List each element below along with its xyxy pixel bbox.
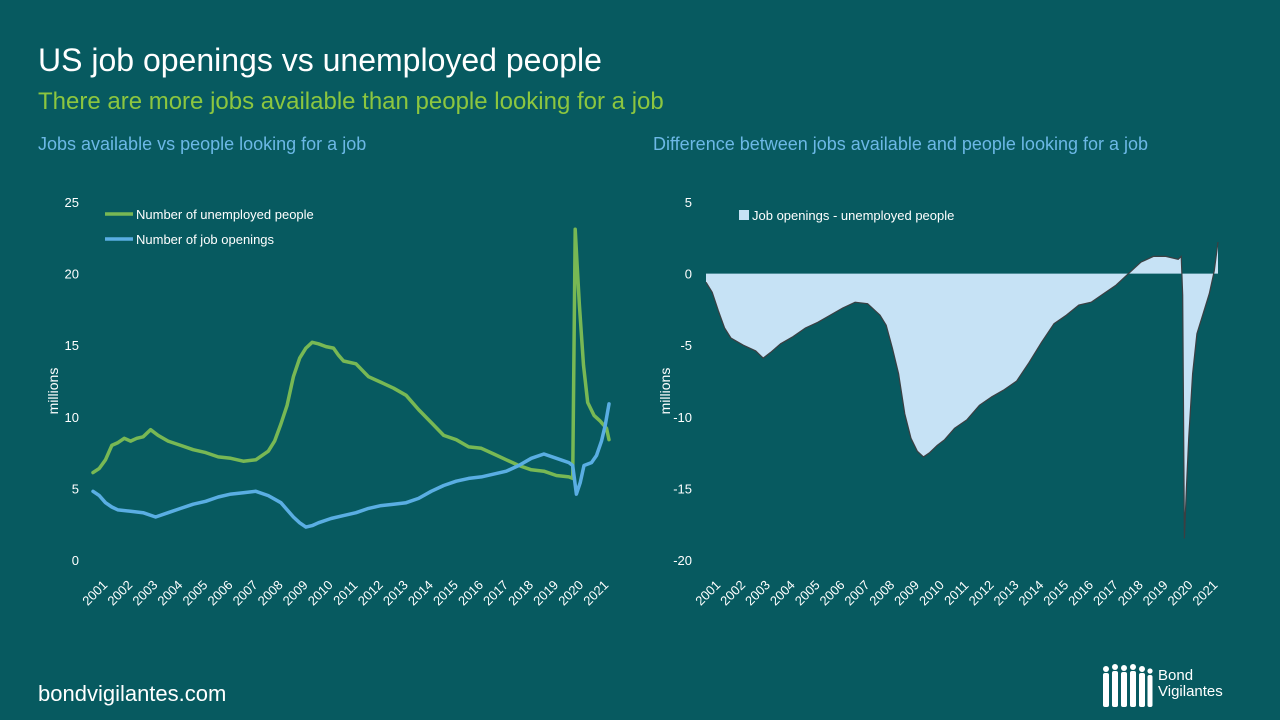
y-tick-label: 0 — [685, 267, 692, 282]
y-tick-label: 5 — [685, 195, 692, 210]
x-tick-label: 2007 — [841, 577, 872, 608]
y-tick-label: 20 — [65, 267, 79, 282]
y-tick-label: 0 — [72, 553, 79, 568]
x-tick-label: 2017 — [480, 577, 511, 608]
x-tick-label: 2005 — [792, 577, 823, 608]
series-line-unemployed — [91, 227, 611, 481]
y-tick-label: 10 — [65, 410, 79, 425]
x-tick-label: 2014 — [405, 577, 436, 608]
y-axis-label: millions — [657, 368, 673, 415]
legend-label: Number of job openings — [136, 232, 275, 247]
x-tick-label: 2004 — [767, 577, 798, 608]
x-tick-label: 2016 — [455, 577, 486, 608]
x-tick-label: 2017 — [1090, 577, 1121, 608]
left-chart-title: Jobs available vs people looking for a j… — [38, 134, 367, 154]
x-tick-label: 2010 — [305, 577, 336, 608]
x-tick-label: 2018 — [505, 577, 536, 608]
x-tick-label: 2014 — [1015, 577, 1046, 608]
x-tick-label: 2010 — [916, 577, 947, 608]
x-tick-label: 2019 — [1140, 577, 1171, 608]
page-title: US job openings vs unemployed people — [38, 42, 602, 78]
x-tick-label: 2013 — [991, 577, 1022, 608]
x-tick-label: 2007 — [230, 577, 261, 608]
x-tick-label: 2002 — [104, 577, 135, 608]
x-tick-label: 2005 — [179, 577, 210, 608]
y-tick-label: -10 — [673, 410, 692, 425]
x-tick-label: 2008 — [866, 577, 897, 608]
page-subtitle: There are more jobs available than peopl… — [38, 88, 664, 115]
x-tick-label: 2002 — [717, 577, 748, 608]
x-tick-label: 2003 — [742, 577, 773, 608]
y-tick-label: -20 — [673, 553, 692, 568]
x-tick-label: 2015 — [430, 577, 461, 608]
x-tick-label: 2019 — [530, 577, 561, 608]
x-tick-label: 2009 — [280, 577, 311, 608]
right-chart-title: Difference between jobs available and pe… — [653, 134, 1149, 154]
x-tick-label: 2001 — [79, 577, 110, 608]
x-tick-label: 2011 — [330, 578, 360, 608]
logo-line-2: Vigilantes — [1158, 683, 1223, 700]
y-tick-label: -5 — [680, 338, 692, 353]
y-axis-label: millions — [45, 368, 61, 415]
x-tick-label: 2021 — [580, 577, 611, 608]
x-tick-label: 2013 — [380, 577, 411, 608]
x-tick-label: 2021 — [1189, 577, 1220, 608]
area-chart: -20-15-10-505200120022003200420052006200… — [657, 195, 1220, 608]
x-tick-label: 2012 — [355, 577, 386, 608]
x-tick-label: 2006 — [205, 577, 236, 608]
x-tick-label: 2006 — [817, 577, 848, 608]
legend-label: Number of unemployed people — [136, 207, 314, 222]
x-tick-label: 2018 — [1115, 577, 1146, 608]
x-tick-label: 2011 — [941, 578, 971, 608]
y-tick-label: 5 — [72, 481, 79, 496]
people-silhouette-icon — [1103, 664, 1153, 707]
x-tick-label: 2016 — [1065, 577, 1096, 608]
bond-vigilantes-logo: Bond Vigilantes — [1100, 660, 1250, 710]
y-tick-label: -15 — [673, 481, 692, 496]
difference-area — [706, 242, 1218, 539]
y-tick-label: 25 — [65, 195, 79, 210]
logo-text: Bond Vigilantes — [1158, 668, 1223, 700]
x-tick-label: 2004 — [154, 577, 185, 608]
difference-outline — [705, 242, 1219, 539]
y-tick-label: 15 — [65, 338, 79, 353]
x-tick-label: 2012 — [966, 577, 997, 608]
x-tick-label: 2020 — [1165, 577, 1196, 608]
legend-label: Job openings - unemployed people — [752, 208, 954, 223]
x-tick-label: 2008 — [255, 577, 286, 608]
x-tick-label: 2001 — [692, 577, 723, 608]
x-tick-label: 2020 — [555, 577, 586, 608]
series-line-job-openings — [91, 402, 611, 529]
logo-line-1: Bond — [1158, 667, 1194, 684]
line-chart: 0510152025200120022003200420052006200720… — [45, 195, 611, 608]
x-tick-label: 2003 — [129, 577, 160, 608]
x-tick-label: 2015 — [1040, 577, 1071, 608]
website-link[interactable]: bondvigilantes.com — [38, 681, 227, 706]
x-tick-label: 2009 — [891, 577, 922, 608]
legend-swatch — [739, 210, 749, 220]
